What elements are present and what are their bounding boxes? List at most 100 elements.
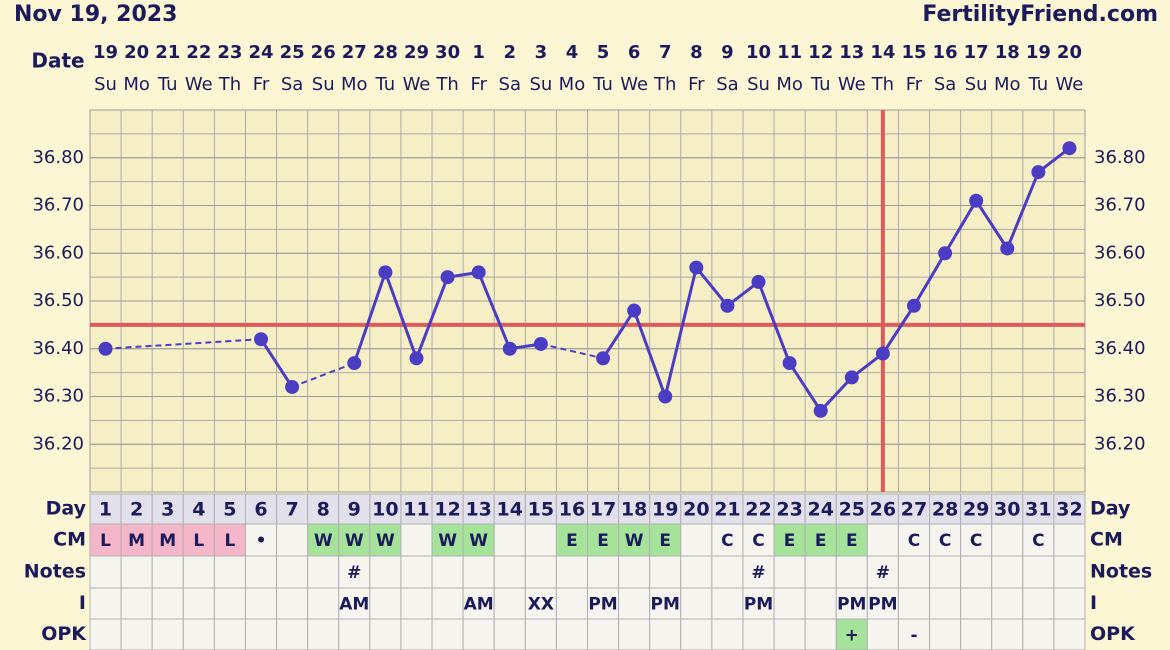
date-number: 10 — [746, 42, 771, 63]
cell-text: 8 — [317, 499, 330, 521]
table-cell — [742, 587, 775, 620]
table-cell — [369, 555, 402, 589]
cell-text: L — [225, 531, 236, 551]
table-cell — [307, 618, 340, 650]
table-cell — [1022, 523, 1055, 557]
table-cell — [1053, 555, 1086, 589]
weekday: We — [1056, 74, 1084, 95]
cell-text: + — [845, 626, 859, 646]
temp-point — [347, 356, 362, 371]
cell-text: 17 — [590, 499, 616, 521]
gap-connector — [540, 343, 604, 360]
date-number: 25 — [280, 42, 305, 63]
table-cell — [307, 587, 340, 620]
cell-text: 15 — [528, 499, 554, 521]
date-number: 2 — [504, 42, 517, 63]
temp-point — [969, 193, 984, 208]
table-cell — [431, 587, 464, 620]
cell-text: C — [721, 531, 733, 551]
cell-text: 2 — [130, 499, 143, 521]
site-name: FertilityFriend.com — [922, 2, 1158, 27]
table-cell — [587, 618, 620, 650]
cell-text: 7 — [285, 499, 298, 521]
cell-text: 13 — [465, 499, 491, 521]
table-cell — [182, 587, 215, 620]
weekday: Su — [312, 74, 335, 95]
row-label: CM — [53, 529, 86, 551]
cell-text: 5 — [223, 499, 236, 521]
table-cell — [742, 618, 775, 650]
weekday: Fr — [906, 74, 923, 95]
cell-text: W — [469, 531, 488, 551]
weekday: We — [620, 74, 648, 95]
date-number: 21 — [155, 42, 180, 63]
cell-text: M — [128, 531, 145, 551]
table-cell — [213, 587, 246, 620]
weekday: Sa — [716, 74, 738, 95]
temp-point — [751, 274, 766, 289]
temp-point — [1031, 165, 1046, 180]
y-tick-label: 36.40 — [32, 338, 84, 359]
table-cell — [524, 618, 557, 650]
table-cell — [338, 493, 371, 525]
cell-text: 6 — [254, 499, 267, 521]
date-number: 23 — [217, 42, 242, 63]
weekday: Tu — [1028, 74, 1049, 95]
table-cell — [1053, 493, 1086, 525]
cell-text: C — [908, 531, 920, 551]
cell-text: C — [939, 531, 951, 551]
table-cell — [960, 587, 993, 620]
row-label: Day — [46, 498, 87, 520]
cell-text: 3 — [161, 499, 174, 521]
date-number: 24 — [248, 42, 273, 63]
table-cell — [555, 493, 588, 525]
temp-point — [720, 298, 735, 313]
date-number: 4 — [566, 42, 579, 63]
table-cell — [151, 523, 184, 557]
table-cell — [835, 618, 868, 650]
date-number: 16 — [933, 42, 958, 63]
weekday: We — [403, 74, 431, 95]
cell-text: 10 — [372, 499, 398, 521]
temp-point — [627, 303, 642, 318]
cell-text: 9 — [348, 499, 361, 521]
temp-point — [658, 389, 673, 404]
table-cell — [866, 587, 899, 620]
y2-tick-label: 36.70 — [1094, 195, 1146, 216]
cell-text: 11 — [403, 499, 429, 521]
table-cell — [555, 587, 588, 620]
cell-text: 30 — [994, 499, 1020, 521]
cell-text: E — [846, 531, 858, 551]
temp-point — [1000, 241, 1015, 256]
table-cell — [649, 555, 682, 589]
table-cell — [493, 555, 526, 589]
cell-text: E — [566, 531, 578, 551]
temp-line — [601, 147, 1071, 414]
table-cell — [804, 555, 837, 589]
table-cell — [555, 555, 588, 589]
table-cell — [835, 555, 868, 589]
temp-point — [844, 370, 859, 385]
cell-text: 14 — [497, 499, 523, 521]
table-cell — [244, 618, 278, 650]
table-cell — [773, 555, 806, 589]
temp-point — [285, 379, 300, 394]
date-label: Date — [31, 49, 84, 73]
table-cell — [151, 555, 184, 589]
temp-point — [98, 341, 113, 356]
weekday: Th — [653, 74, 676, 95]
gap-connector — [105, 338, 262, 350]
table-cell — [276, 618, 309, 650]
date-number: 20 — [1057, 42, 1082, 63]
date-number: 28 — [373, 42, 398, 63]
date-number: 17 — [964, 42, 989, 63]
table-cell — [866, 618, 899, 650]
cell-text: # — [347, 563, 361, 583]
table-cell — [462, 618, 495, 650]
table-cell — [680, 493, 713, 525]
table-cell — [929, 587, 962, 620]
cell-text: W — [625, 531, 644, 551]
table-cell — [929, 493, 962, 525]
y-tick-label: 36.60 — [32, 242, 84, 263]
table-cell — [182, 618, 215, 650]
